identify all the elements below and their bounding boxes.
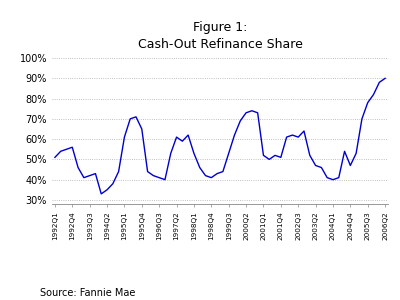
- Title: Figure 1:
Cash-Out Refinance Share: Figure 1: Cash-Out Refinance Share: [138, 21, 302, 51]
- Text: Source: Fannie Mae: Source: Fannie Mae: [40, 289, 135, 298]
